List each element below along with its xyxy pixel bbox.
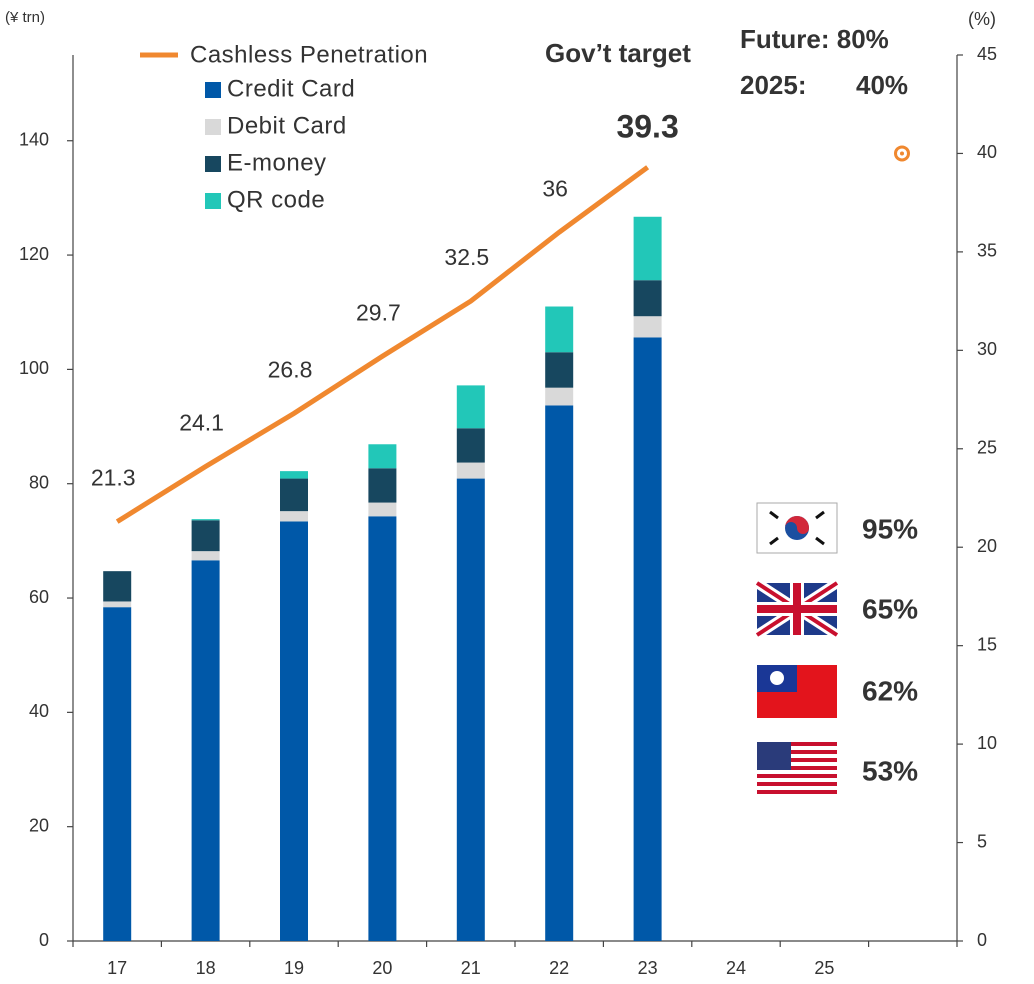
- legend-label: Debit Card: [227, 112, 347, 139]
- x-tick-label: 21: [461, 958, 481, 978]
- y-tick-label: 80: [29, 472, 49, 492]
- legend-label: Cashless Penetration: [190, 41, 428, 68]
- data-label: 21.3: [91, 465, 136, 491]
- x-tick-label: 24: [726, 958, 746, 978]
- annotation: 40%: [856, 70, 908, 100]
- annotation: Gov’t target: [545, 38, 691, 68]
- bar-segment: [191, 560, 220, 941]
- data-label: 32.5: [444, 244, 489, 270]
- bar-segment: [456, 478, 485, 941]
- bar-segment: [545, 306, 574, 353]
- x-tick-label: 17: [107, 958, 127, 978]
- bar-segment: [633, 316, 662, 338]
- y2-tick-label: 20: [977, 536, 997, 556]
- annotation: Future: 80%: [740, 24, 889, 54]
- y2-tick-label: 30: [977, 339, 997, 359]
- y2-axis-label: (%): [968, 9, 996, 29]
- bar-segment: [456, 462, 485, 479]
- line: [115, 165, 650, 524]
- bar-segment: [545, 352, 574, 388]
- x-tick-label: 20: [372, 958, 392, 978]
- bar-segment: [545, 387, 574, 406]
- bar-segment: [368, 444, 397, 469]
- data-label: 26.8: [268, 356, 313, 382]
- y2-tick-label: 5: [977, 831, 987, 851]
- bar-segment: [103, 601, 132, 608]
- bar-segment: [545, 405, 574, 942]
- bar-segment: [103, 571, 132, 602]
- x-tick-label: 19: [284, 958, 304, 978]
- bar-segment: [280, 521, 308, 941]
- x-tick-label: 25: [814, 958, 834, 978]
- bar-segment: [633, 216, 662, 281]
- annotation: 2025:: [740, 70, 807, 100]
- legend-swatch: [205, 156, 221, 172]
- y2-tick-label: 0: [977, 930, 987, 950]
- bar-segment: [368, 502, 397, 517]
- bar-segment: [191, 519, 220, 521]
- y-tick-label: 100: [19, 358, 49, 378]
- target-dot: [900, 151, 904, 156]
- y-tick-label: 120: [19, 244, 49, 264]
- y-tick-label: 60: [29, 587, 49, 607]
- bar-segment: [633, 280, 662, 317]
- legend-label: QR code: [227, 186, 325, 213]
- comparison-label: 62%: [862, 675, 918, 706]
- legend-label: E-money: [227, 149, 327, 176]
- bar-segment: [191, 520, 220, 552]
- data-label: 29.7: [356, 299, 401, 325]
- legend-label: Credit Card: [227, 75, 355, 102]
- y-tick-label: 140: [19, 129, 49, 149]
- comparison-label: 53%: [862, 755, 918, 786]
- y2-tick-label: 10: [977, 733, 997, 753]
- legend-swatch: [205, 119, 221, 135]
- legend-swatch: [205, 82, 221, 98]
- y-axis-label: (¥ trn): [5, 9, 45, 26]
- y-tick-label: 40: [29, 701, 49, 721]
- bar-segment: [456, 385, 485, 429]
- y2-tick-label: 35: [977, 241, 997, 261]
- data-label: 36: [542, 175, 568, 201]
- y-tick-label: 0: [39, 930, 49, 950]
- y-tick-label: 20: [29, 815, 49, 835]
- comparison-label: 95%: [862, 513, 918, 544]
- data-label: 39.3: [616, 109, 678, 145]
- target-marker: [894, 145, 910, 162]
- y2-tick-label: 40: [977, 142, 997, 162]
- y2-tick-label: 45: [977, 44, 997, 64]
- bar-segment: [633, 337, 662, 941]
- flags: [754, 502, 840, 796]
- x-tick-label: 18: [196, 958, 216, 978]
- comparison-label: 65%: [862, 593, 918, 624]
- legend-swatch: [205, 193, 221, 209]
- bar-segment: [103, 607, 132, 941]
- bar-segment: [280, 471, 308, 479]
- bar-segment: [280, 478, 308, 512]
- bar-segment: [368, 468, 397, 503]
- bar-segment: [191, 551, 220, 561]
- y2-tick-label: 25: [977, 438, 997, 458]
- bar-segment: [368, 516, 397, 941]
- bar-segment: [280, 511, 308, 522]
- x-tick-label: 23: [638, 958, 658, 978]
- y2-tick-label: 15: [977, 634, 997, 654]
- data-label: 24.1: [179, 410, 224, 436]
- x-tick-label: 22: [549, 958, 569, 978]
- bar-segment: [456, 428, 485, 463]
